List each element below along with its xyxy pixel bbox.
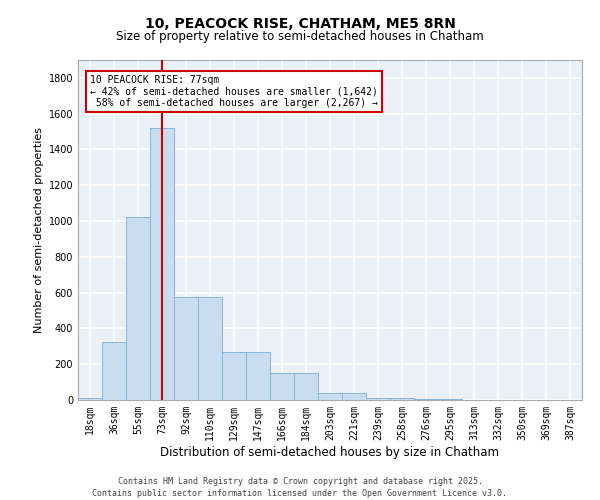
Bar <box>78 398 102 400</box>
Bar <box>174 297 198 400</box>
Bar <box>366 398 390 400</box>
Y-axis label: Number of semi-detached properties: Number of semi-detached properties <box>34 127 44 333</box>
X-axis label: Distribution of semi-detached houses by size in Chatham: Distribution of semi-detached houses by … <box>161 446 499 458</box>
Bar <box>294 373 318 400</box>
Bar <box>150 128 174 400</box>
Bar <box>342 393 366 400</box>
Bar <box>318 393 342 400</box>
Bar <box>390 398 414 400</box>
Text: Contains HM Land Registry data © Crown copyright and database right 2025.
Contai: Contains HM Land Registry data © Crown c… <box>92 476 508 498</box>
Bar <box>102 342 126 400</box>
Text: 10 PEACOCK RISE: 77sqm
← 42% of semi-detached houses are smaller (1,642)
 58% of: 10 PEACOCK RISE: 77sqm ← 42% of semi-det… <box>90 76 378 108</box>
Text: 10, PEACOCK RISE, CHATHAM, ME5 8RN: 10, PEACOCK RISE, CHATHAM, ME5 8RN <box>145 18 455 32</box>
Bar <box>126 218 150 400</box>
Bar <box>198 297 222 400</box>
Text: Size of property relative to semi-detached houses in Chatham: Size of property relative to semi-detach… <box>116 30 484 43</box>
Bar <box>246 352 270 400</box>
Bar <box>270 373 294 400</box>
Bar <box>222 352 246 400</box>
